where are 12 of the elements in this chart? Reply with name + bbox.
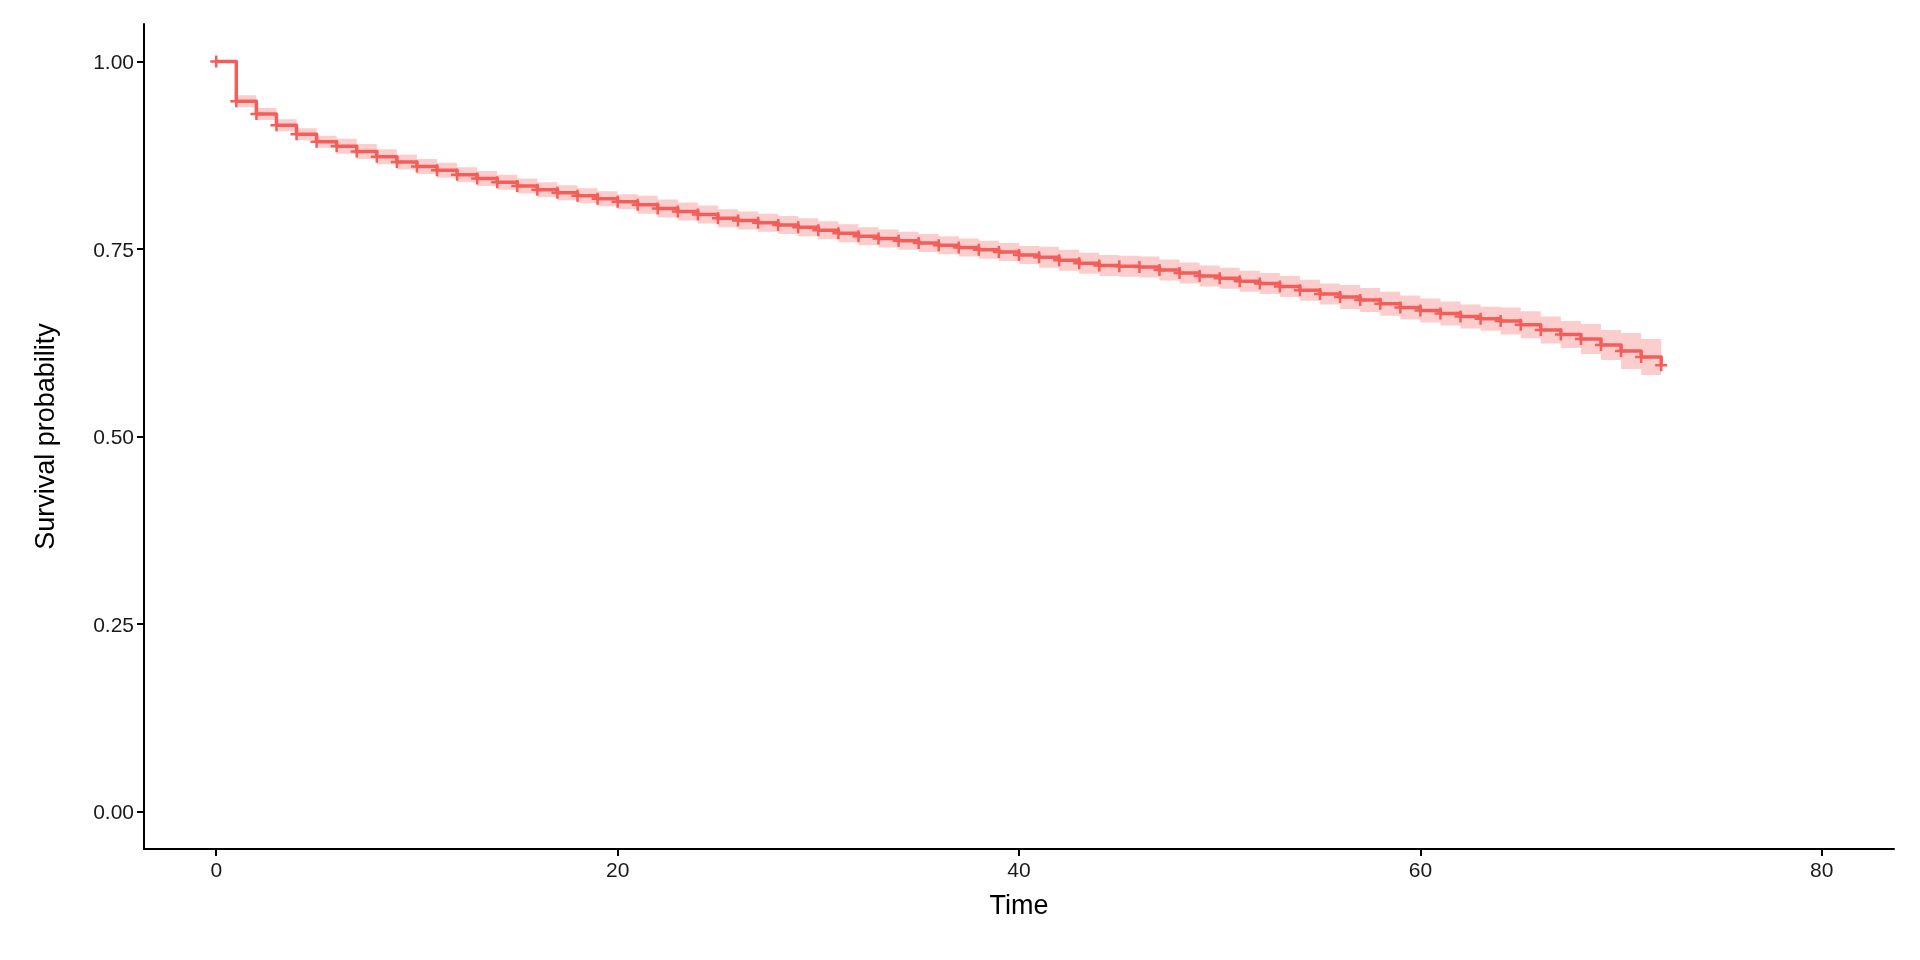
y-tick-label: 0.25: [93, 612, 134, 636]
y-tick-label: 0.00: [93, 800, 134, 823]
x-tick-label: 0: [210, 858, 223, 881]
x-axis-title: Time: [989, 889, 1049, 920]
x-tick-label: 60: [1408, 858, 1433, 881]
y-axis-title: Survival probability: [29, 322, 60, 550]
y-tick-label: 0.50: [93, 425, 134, 448]
x-tick-label: 40: [1007, 858, 1031, 881]
y-tick-label: 0.75: [93, 237, 134, 261]
x-tick-label: 20: [605, 858, 630, 881]
y-tick-label: 1.00: [93, 50, 134, 73]
x-tick-label: 80: [1810, 858, 1834, 881]
